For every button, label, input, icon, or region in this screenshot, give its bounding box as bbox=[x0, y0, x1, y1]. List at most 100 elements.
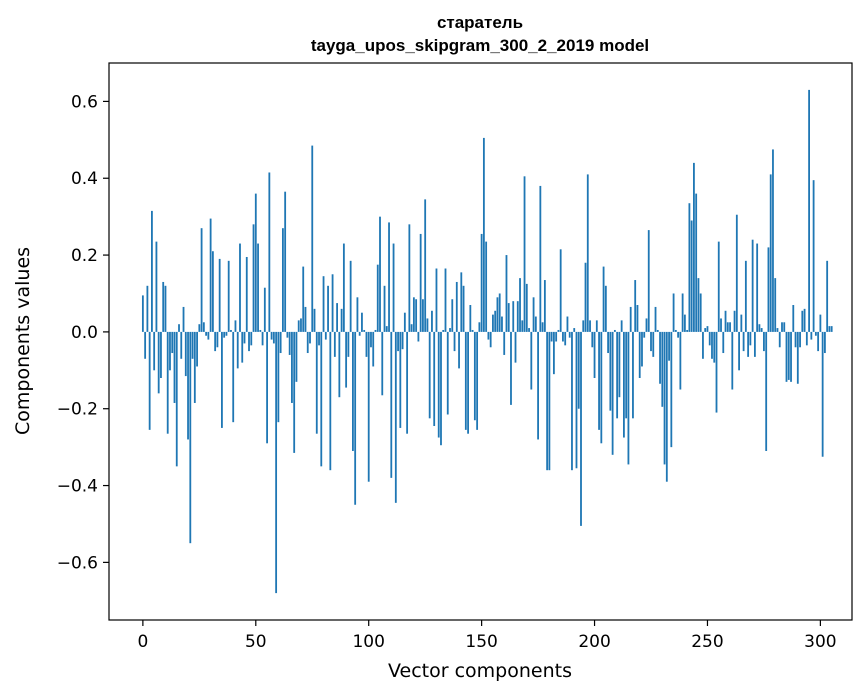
y-axis-label: Components values bbox=[12, 247, 34, 435]
bar-64 bbox=[286, 331, 289, 338]
bar-74 bbox=[309, 331, 311, 344]
bar-142 bbox=[462, 285, 465, 332]
bar-107 bbox=[383, 285, 386, 332]
bar-141 bbox=[460, 272, 463, 332]
bar-273 bbox=[758, 324, 761, 332]
bar-94 bbox=[354, 331, 357, 505]
bar-3 bbox=[148, 331, 151, 430]
bar-101 bbox=[370, 331, 372, 348]
bar-135 bbox=[446, 331, 449, 415]
bar-44 bbox=[241, 331, 244, 363]
bar-153 bbox=[487, 331, 490, 340]
bar-93 bbox=[352, 331, 354, 451]
bar-260 bbox=[729, 322, 731, 332]
bar-178 bbox=[543, 280, 546, 332]
bar-258 bbox=[724, 310, 727, 332]
bar-265 bbox=[740, 314, 743, 332]
bar-193 bbox=[577, 331, 580, 409]
bar-166 bbox=[516, 301, 519, 332]
chart-subtitle: tayga_upos_skipgram_300_2_2019 model bbox=[311, 36, 649, 55]
bar-121 bbox=[415, 299, 418, 332]
bar-88 bbox=[340, 308, 343, 332]
bar-100 bbox=[367, 331, 370, 482]
bar-222 bbox=[643, 331, 646, 338]
bar-202 bbox=[598, 331, 600, 430]
bar-296 bbox=[810, 331, 813, 340]
bar-0 bbox=[141, 295, 144, 332]
bar-161 bbox=[505, 255, 508, 332]
bar-99 bbox=[365, 331, 368, 357]
bar-129 bbox=[433, 331, 436, 427]
bar-138 bbox=[453, 331, 456, 352]
bar-155 bbox=[492, 314, 494, 332]
bar-187 bbox=[564, 331, 567, 346]
bar-170 bbox=[525, 283, 528, 332]
bar-269 bbox=[749, 331, 752, 346]
bar-2 bbox=[146, 285, 149, 332]
bar-126 bbox=[426, 318, 429, 332]
bar-21 bbox=[189, 331, 192, 544]
bar-218 bbox=[634, 280, 637, 332]
y-tick-label: 0.6 bbox=[71, 92, 98, 112]
bar-106 bbox=[381, 331, 384, 396]
bar-293 bbox=[803, 308, 806, 332]
bar-287 bbox=[790, 331, 792, 382]
bar-291 bbox=[799, 331, 801, 348]
bar-191 bbox=[573, 328, 576, 332]
bar-184 bbox=[557, 329, 560, 332]
bar-192 bbox=[575, 331, 578, 469]
bar-238 bbox=[679, 331, 682, 390]
bar-164 bbox=[512, 301, 515, 332]
bar-177 bbox=[541, 322, 544, 332]
bar-174 bbox=[534, 316, 537, 332]
bar-1 bbox=[144, 331, 147, 359]
bar-151 bbox=[482, 137, 485, 332]
bar-249 bbox=[704, 328, 707, 332]
bar-266 bbox=[742, 331, 745, 352]
bar-230 bbox=[661, 331, 664, 407]
bar-277 bbox=[767, 247, 770, 332]
bar-143 bbox=[464, 331, 467, 430]
bar-203 bbox=[600, 331, 603, 444]
bar-252 bbox=[711, 331, 713, 359]
bar-171 bbox=[528, 328, 530, 332]
bar-281 bbox=[776, 328, 779, 332]
bar-8 bbox=[160, 331, 162, 378]
bar-68 bbox=[295, 331, 298, 382]
bar-299 bbox=[817, 331, 820, 352]
bar-133 bbox=[442, 329, 445, 332]
bar-173 bbox=[532, 297, 535, 332]
bar-227 bbox=[654, 306, 657, 332]
bar-267 bbox=[744, 260, 747, 332]
bar-15 bbox=[175, 331, 178, 467]
bar-70 bbox=[300, 318, 302, 332]
bar-198 bbox=[589, 320, 591, 332]
bar-240 bbox=[683, 314, 686, 332]
plot-frame bbox=[108, 62, 853, 621]
bar-112 bbox=[394, 331, 397, 503]
bar-33 bbox=[216, 331, 219, 348]
bar-50 bbox=[254, 193, 257, 332]
bar-228 bbox=[656, 329, 659, 332]
bar-42 bbox=[236, 331, 239, 369]
bar-163 bbox=[510, 331, 512, 405]
bar-20 bbox=[187, 331, 189, 440]
bar-233 bbox=[668, 331, 670, 361]
bar-185 bbox=[559, 249, 562, 332]
bar-131 bbox=[437, 331, 440, 438]
bar-89 bbox=[342, 243, 345, 332]
bar-105 bbox=[379, 216, 381, 332]
bar-9 bbox=[162, 281, 165, 332]
bar-95 bbox=[356, 297, 359, 332]
bar-62 bbox=[281, 228, 284, 332]
bar-303 bbox=[826, 260, 829, 332]
bar-295 bbox=[808, 89, 810, 332]
bar-271 bbox=[753, 331, 756, 357]
y-tick-label: 0.4 bbox=[71, 169, 98, 189]
bar-263 bbox=[735, 214, 738, 332]
bar-30 bbox=[209, 218, 212, 332]
y-tick-label: −0.6 bbox=[57, 553, 98, 573]
bar-168 bbox=[521, 320, 524, 332]
bar-248 bbox=[702, 331, 704, 359]
